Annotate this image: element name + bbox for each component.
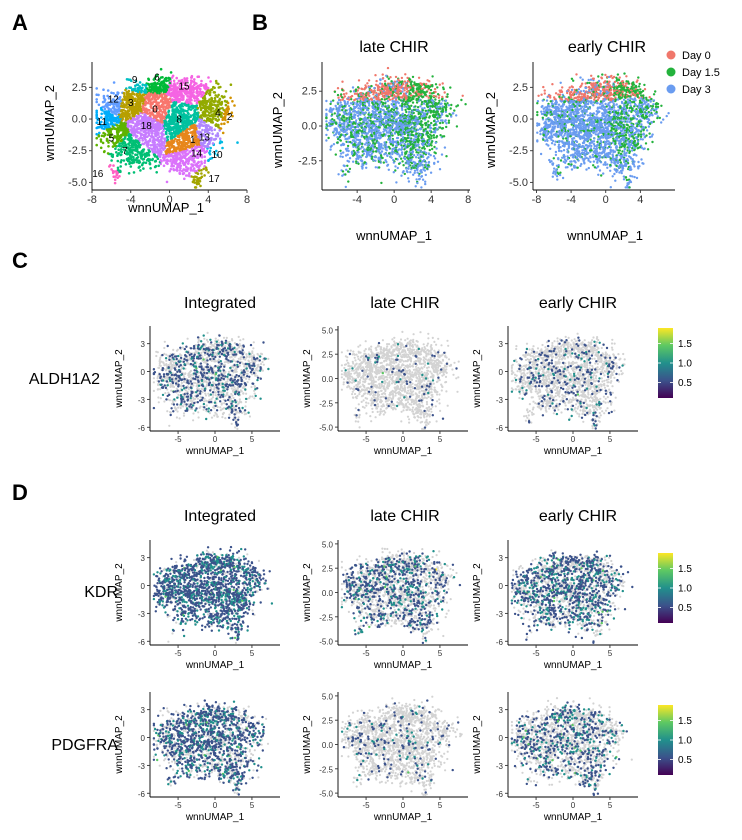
umap-cell-point — [95, 144, 98, 147]
umap-cell-point — [205, 166, 208, 169]
umap-cell-point — [160, 68, 163, 71]
umap-cell-point — [213, 128, 216, 131]
umap-cell-point — [181, 152, 184, 155]
umap-cell-point — [167, 135, 170, 138]
umap-cell-point — [139, 81, 142, 84]
umap-cell-point — [149, 167, 152, 170]
panel-letter-c: C — [12, 248, 28, 273]
umap-cell-point — [200, 160, 203, 163]
umap-cell-point — [95, 87, 98, 90]
umap-cell-point — [128, 172, 131, 175]
umap-cell-point — [200, 80, 203, 83]
umap-cell-point — [95, 137, 98, 140]
umap-cell-point — [98, 135, 101, 138]
umap-cell-point — [112, 164, 115, 167]
umap-cell-point — [206, 100, 209, 103]
panel-letter-d: D — [12, 480, 28, 505]
umap-cell-point — [123, 159, 126, 162]
umap-cell-point — [107, 89, 110, 92]
umap-cell-point — [142, 143, 145, 146]
figure: A B C D 012345678910111213141516 1718 -8-… — [0, 0, 742, 840]
umap-cell-point — [137, 160, 140, 163]
umap-cell-point — [213, 91, 216, 94]
umap-cell-point — [200, 172, 203, 175]
umap-cell-point — [117, 160, 120, 163]
umap-cell-point — [125, 163, 128, 166]
umap-cell-point — [222, 118, 225, 121]
umap-cell-point — [205, 169, 208, 172]
umap-cell-point — [223, 95, 226, 98]
umap-cell-point — [190, 76, 193, 79]
panel-a: 012345678910111213141516 1718 -8 -4 0 4 82.50… — [42, 62, 250, 215]
umap-cell-point — [179, 169, 182, 172]
umap-cell-point — [131, 152, 134, 155]
umap-cell-point — [128, 86, 131, 89]
panel-letter-a: A — [12, 10, 28, 35]
umap-cell-point — [117, 167, 120, 170]
umap-cell-point — [221, 147, 224, 150]
umap-cell-point — [115, 113, 118, 116]
umap-cell-point — [117, 148, 120, 151]
panel-a-points — [95, 68, 238, 189]
umap-cell-point — [210, 127, 213, 130]
umap-cell-point — [201, 129, 204, 132]
umap-cell-point — [220, 123, 223, 126]
umap-cell-point — [189, 84, 192, 87]
umap-cell-point — [97, 94, 100, 97]
umap-cell-point — [219, 137, 222, 140]
umap-cell-point — [163, 165, 166, 168]
umap-cell-point — [166, 181, 169, 184]
umap-cell-point — [157, 165, 160, 168]
umap-cell-point — [95, 98, 98, 101]
umap-cell-point — [104, 108, 107, 111]
umap-cell-point — [223, 113, 226, 116]
umap-cell-point — [155, 171, 158, 174]
umap-cell-point — [148, 86, 151, 89]
umap-cell-point — [120, 102, 123, 105]
umap-cell-point — [114, 148, 117, 151]
umap-cell-point — [110, 159, 113, 162]
umap-cell-point — [206, 150, 209, 153]
umap-cell-point — [196, 125, 199, 128]
umap-cell-point — [187, 167, 190, 170]
umap-cell-point — [124, 89, 127, 92]
umap-cell-point — [210, 97, 213, 100]
panel-letter-b: B — [252, 10, 268, 35]
umap-cell-point — [214, 97, 217, 100]
umap-cell-point — [185, 161, 188, 164]
umap-cell-point — [114, 178, 117, 181]
umap-cell-point — [127, 78, 130, 81]
umap-cell-point — [209, 147, 212, 150]
umap-cell-point — [152, 130, 155, 133]
umap-cell-point — [142, 167, 145, 170]
umap-cell-point — [221, 95, 224, 98]
umap-cell-point — [143, 158, 146, 161]
